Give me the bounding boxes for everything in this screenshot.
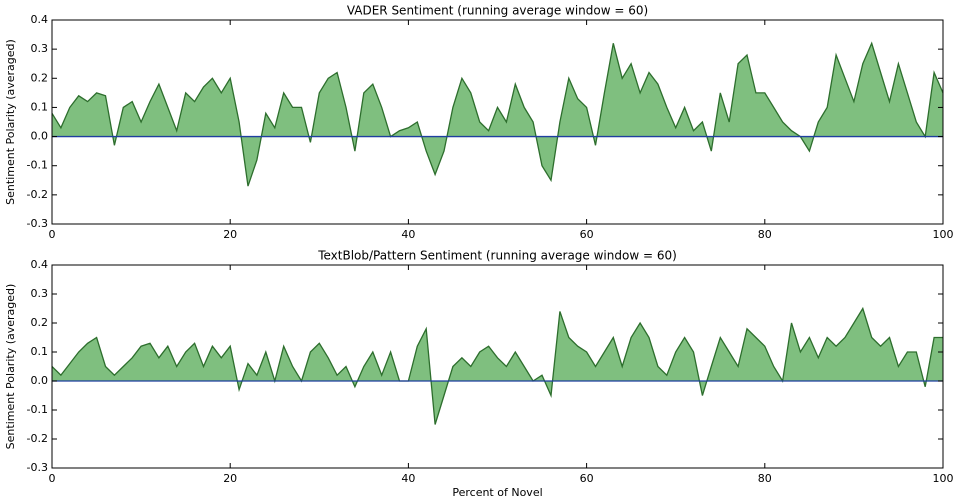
y-tick-label: -0.2 [27, 432, 48, 445]
axes-frame [51, 19, 944, 225]
y-tick-label: -0.2 [27, 188, 48, 201]
x-tick-label: 60 [580, 228, 594, 241]
x-tick-label: 80 [758, 472, 772, 485]
chart-title: TextBlob/Pattern Sentiment (running aver… [317, 249, 677, 263]
y-tick-label: 0.2 [31, 71, 49, 84]
y-tick-label: 0.1 [31, 345, 49, 358]
x-tick-label: 0 [49, 472, 56, 485]
chart-title: VADER Sentiment (running average window … [347, 4, 648, 18]
x-tick-label: 100 [933, 228, 954, 241]
x-tick-label: 20 [223, 228, 237, 241]
x-tick-label: 20 [223, 472, 237, 485]
y-tick-label: -0.1 [27, 159, 48, 172]
y-tick-label: 0.1 [31, 100, 49, 113]
y-tick-label: 0.3 [31, 42, 49, 55]
y-tick-label: 0.0 [31, 374, 49, 387]
x-tick-label: 80 [758, 228, 772, 241]
y-tick-label: 0.0 [31, 130, 49, 143]
y-tick-label: 0.2 [31, 316, 49, 329]
area-fill [52, 308, 943, 425]
y-axis-label: Sentiment Polarity (averaged) [4, 39, 17, 205]
y-tick-label: 0.3 [31, 287, 49, 300]
area-fill [52, 43, 943, 187]
x-axis-label: Percent of Novel [452, 486, 542, 499]
y-tick-label: -0.3 [27, 461, 48, 474]
x-tick-label: 0 [49, 228, 56, 241]
x-tick-label: 40 [401, 472, 415, 485]
line [51, 306, 943, 425]
axes-frame [51, 264, 944, 469]
y-tick-label: 0.4 [31, 258, 49, 271]
y-axis-label: Sentiment Polarity (averaged) [4, 284, 17, 450]
y-tick-label: 0.4 [31, 13, 49, 26]
x-tick-label: 40 [401, 228, 415, 241]
y-tick-label: -0.3 [27, 217, 48, 230]
line [51, 41, 944, 187]
y-tick-label: -0.1 [27, 403, 48, 416]
x-tick-label: 60 [580, 472, 594, 485]
x-tick-label: 100 [933, 472, 954, 485]
